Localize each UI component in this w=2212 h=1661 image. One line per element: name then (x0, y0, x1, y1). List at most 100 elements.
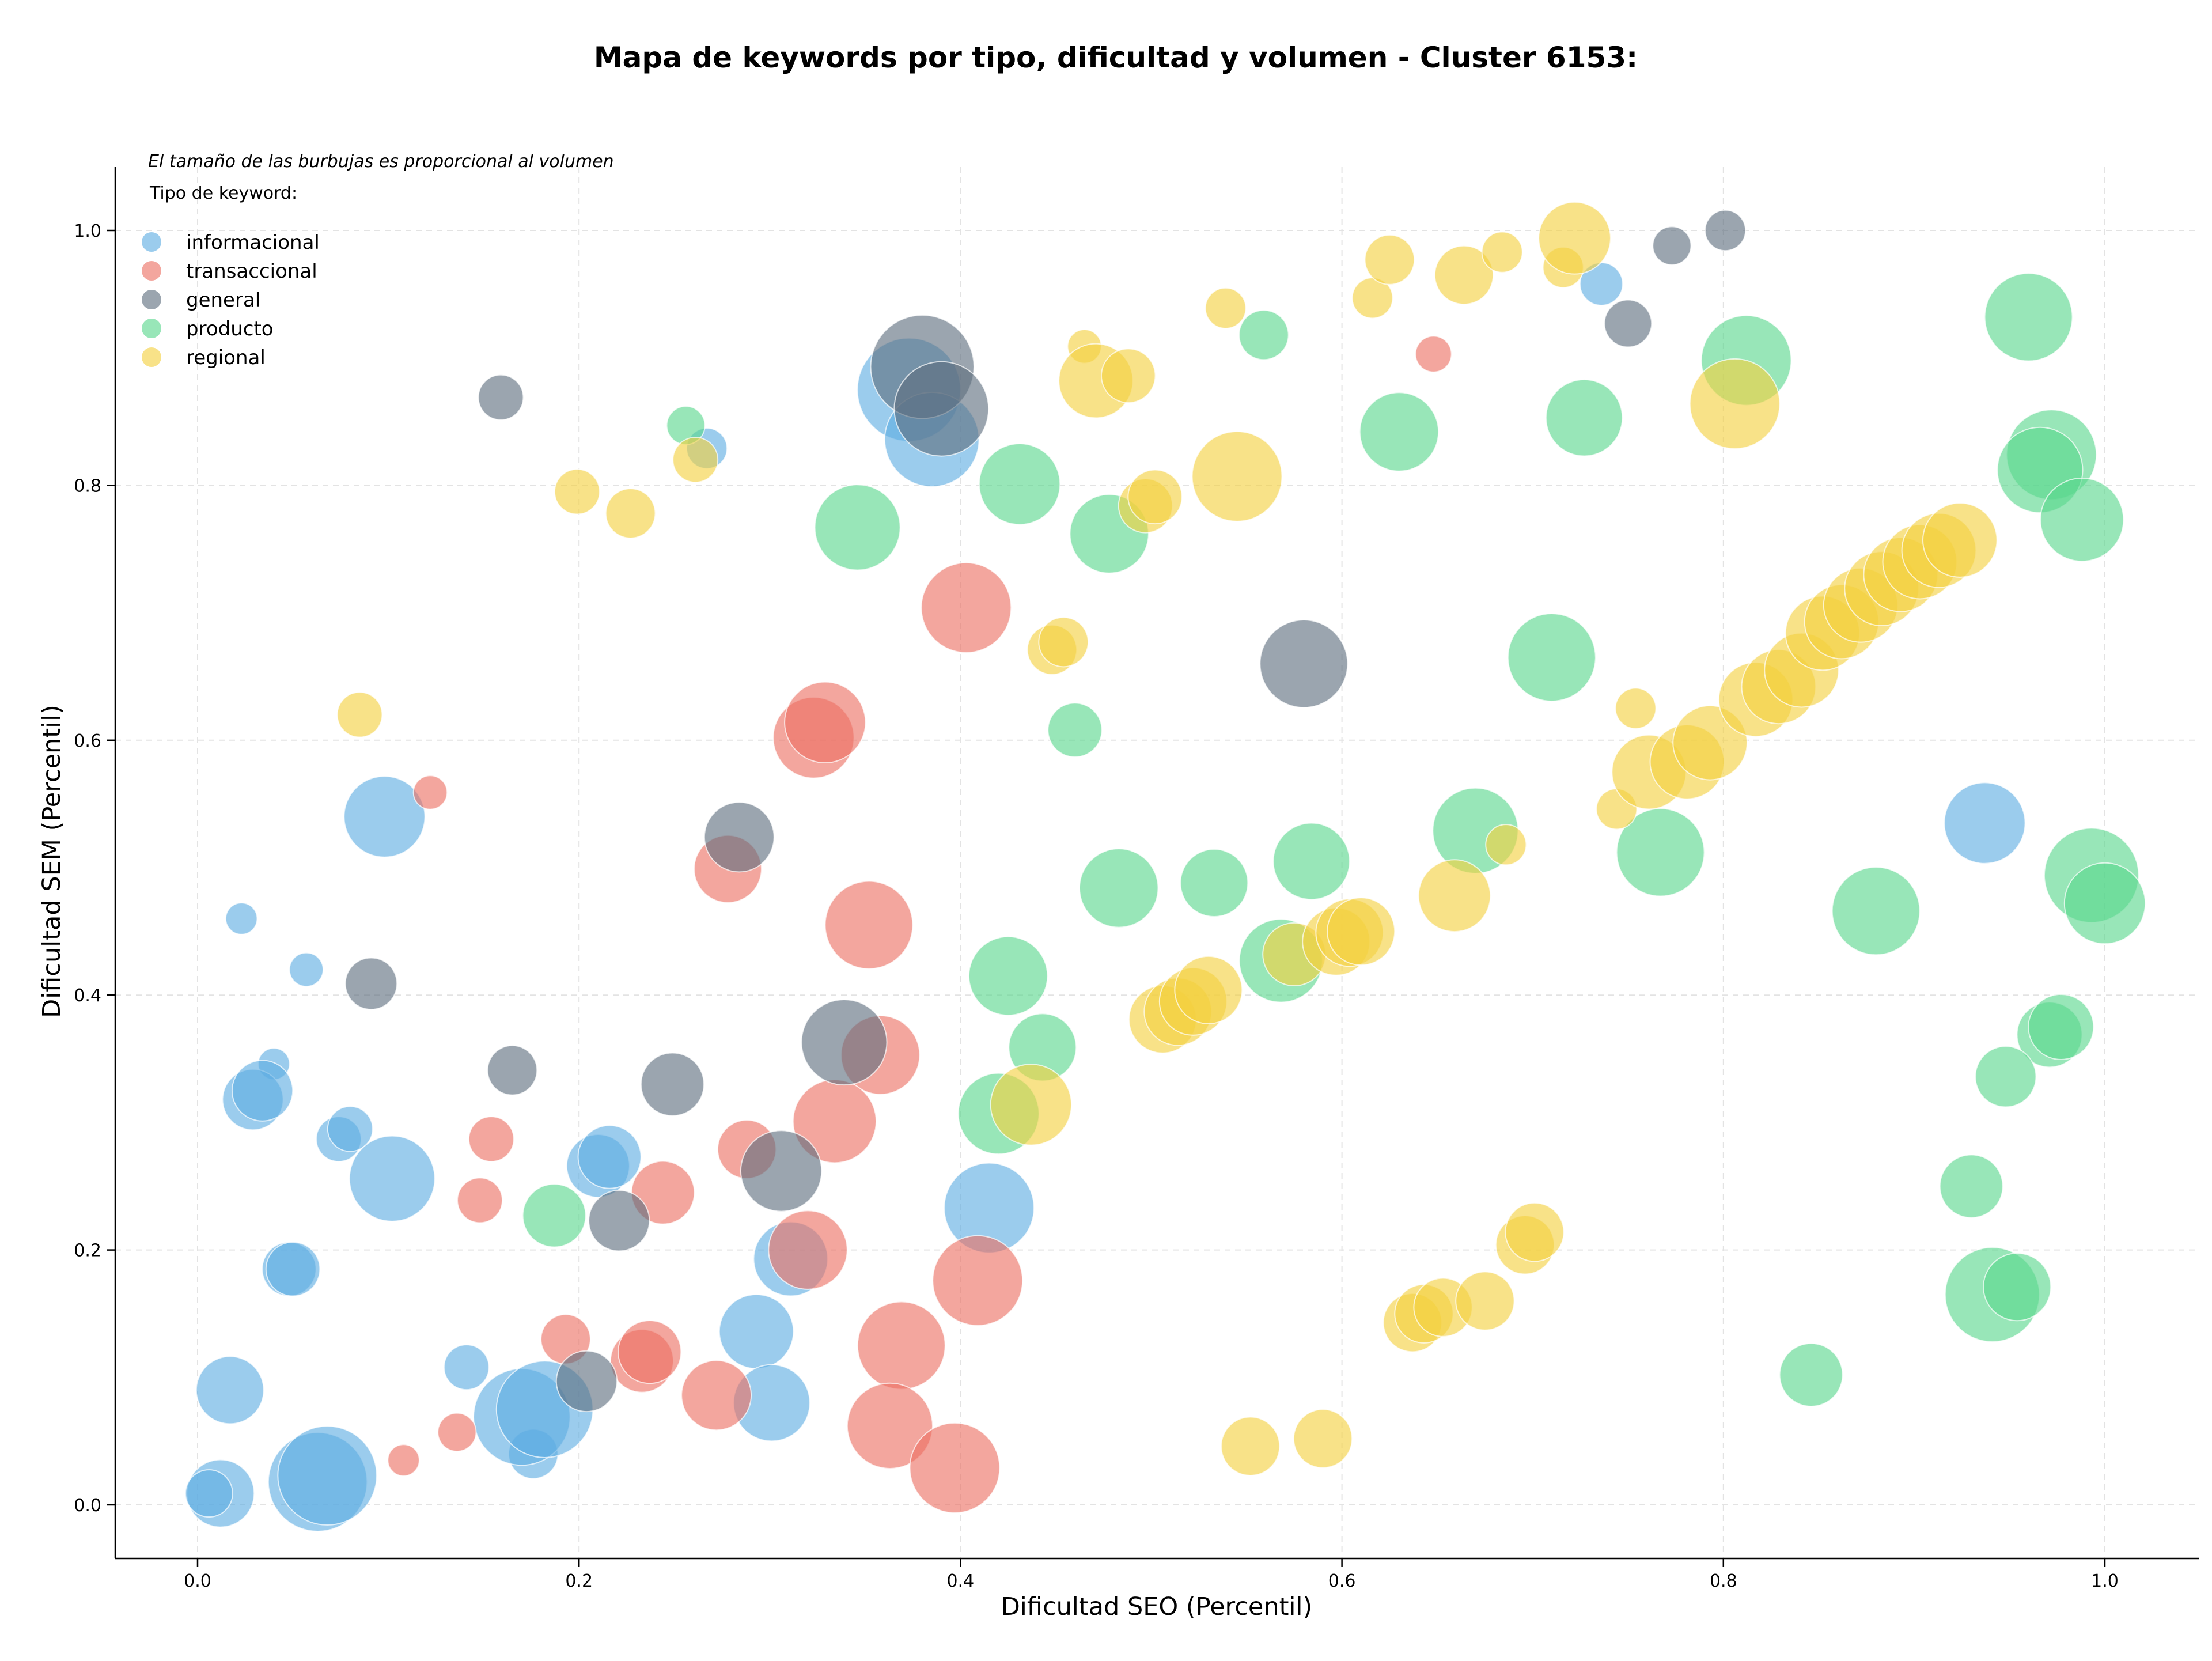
bubble-regional (1038, 616, 1089, 668)
bubble-transaccional (857, 1301, 946, 1390)
bubble-producto (2063, 862, 2146, 945)
bubble-transaccional (437, 1412, 477, 1452)
bubble-general (555, 1350, 618, 1413)
legend-marker-transaccional (142, 261, 161, 281)
legend-marker-general (142, 290, 161, 309)
bubble-transaccional (618, 1319, 682, 1384)
bubble-informacional (225, 902, 258, 935)
bubble-regional (1689, 358, 1781, 449)
legend-label-producto: producto (186, 317, 274, 340)
bubble-producto (1779, 1342, 1843, 1407)
bubble-general (703, 801, 775, 873)
bubble-general (640, 1052, 705, 1117)
bubble-general (588, 1190, 650, 1252)
bubbles (184, 201, 2146, 1532)
bubble-informacional (231, 1060, 294, 1122)
bubble-producto (1939, 1154, 2003, 1219)
bubble-general (1604, 299, 1653, 348)
bubble-transaccional (412, 775, 448, 810)
bubble-producto (1545, 379, 1623, 457)
bubble-general (801, 998, 888, 1086)
bubble-producto (978, 442, 1061, 525)
legend-marker-regional (142, 347, 161, 367)
axes (114, 167, 2199, 1560)
bubble-producto (1359, 392, 1440, 472)
bubble-regional (1174, 955, 1243, 1024)
x-tick-label: 0.0 (184, 1571, 211, 1591)
bubble-regional (605, 488, 656, 539)
bubble-regional (672, 437, 719, 483)
chart-title: Mapa de keywords por tipo, dificultad y … (594, 41, 1638, 74)
bubble-regional (1364, 234, 1415, 285)
bubble-transaccional (921, 562, 1012, 653)
y-tick-label: 0.8 (74, 476, 101, 496)
bubble-regional (336, 691, 383, 738)
bubble-general (344, 957, 398, 1011)
bubble-producto (522, 1183, 586, 1248)
y-tick-label: 0.2 (74, 1241, 101, 1261)
bubble-producto (1975, 1046, 2037, 1108)
bubble-informacional (443, 1344, 490, 1391)
bubble-transaccional (824, 880, 914, 970)
bubble-informacional (265, 1241, 321, 1297)
bubble-regional (1481, 231, 1523, 273)
x-tick-label: 0.2 (565, 1571, 593, 1591)
bubble-producto (814, 484, 901, 571)
bubble-producto (2040, 477, 2124, 562)
x-ticks: 0.0 0.2 0.4 0.6 0.8 1.0 (184, 1558, 2119, 1591)
bubble-transaccional (1415, 335, 1452, 373)
bubble-informacional (184, 1469, 233, 1518)
bubble-transaccional (468, 1116, 514, 1163)
legend-label-regional: regional (186, 346, 266, 369)
legend-title: Tipo de keyword: (149, 183, 297, 203)
bubble-regional (1538, 201, 1611, 275)
bubble-regional (1220, 1416, 1281, 1476)
bubble-transaccional (681, 1360, 752, 1431)
bubble-general (478, 374, 524, 421)
legend-label-general: general (186, 289, 260, 312)
bubble-general (1259, 619, 1349, 709)
bubble-regional (1191, 430, 1283, 522)
bubble-producto (1238, 309, 1289, 361)
bubble-regional (1127, 469, 1183, 525)
bubble-regional (554, 468, 600, 515)
bubble-size-note: El tamaño de las burbujas es proporciona… (148, 152, 614, 172)
bubble-informacional (343, 775, 426, 858)
bubble-general (893, 361, 990, 457)
bubble-transaccional (932, 1235, 1024, 1326)
bubble-transaccional (457, 1177, 503, 1224)
bubble-producto (1078, 848, 1159, 928)
bubble-informacional (1944, 782, 2026, 864)
bubble-producto (1983, 1253, 2052, 1322)
bubble-regional (1485, 824, 1527, 866)
bubble-regional (1100, 348, 1156, 403)
bubble-informacional (277, 1425, 377, 1526)
y-ticks: 0.0 0.2 0.4 0.6 0.8 1.0 (74, 221, 115, 1516)
legend: informacional transaccional general product… (142, 231, 320, 369)
bubble-regional (990, 1064, 1073, 1146)
bubble-informacional (195, 1356, 264, 1425)
y-tick-label: 1.0 (74, 221, 101, 241)
bubble-transaccional (768, 1210, 848, 1290)
bubble-producto (1047, 702, 1103, 758)
bubble-regional (1293, 1409, 1353, 1469)
legend-label-transaccional: transaccional (186, 260, 317, 283)
bubble-producto (1507, 612, 1596, 702)
legend-marker-producto (142, 319, 161, 338)
grid-lines (115, 167, 2199, 1558)
bubble-informacional (577, 1125, 642, 1189)
bubble-regional (1434, 245, 1494, 305)
legend-marker-informacional (142, 232, 161, 252)
x-tick-label: 1.0 (2091, 1571, 2119, 1591)
bubble-informacional (327, 1106, 373, 1152)
bubble-general (1652, 226, 1692, 266)
bubble-general (740, 1130, 823, 1212)
bubble-general (487, 1045, 538, 1096)
bubble-producto (968, 936, 1048, 1016)
legend-label-informacional: informacional (186, 231, 320, 254)
bubble-regional (1505, 1202, 1565, 1262)
bubble-transaccional (909, 1422, 1001, 1514)
y-axis-label: Dificultad SEM (Percentil) (37, 705, 66, 1018)
bubble-transaccional (784, 681, 866, 764)
y-tick-label: 0.6 (74, 731, 101, 751)
